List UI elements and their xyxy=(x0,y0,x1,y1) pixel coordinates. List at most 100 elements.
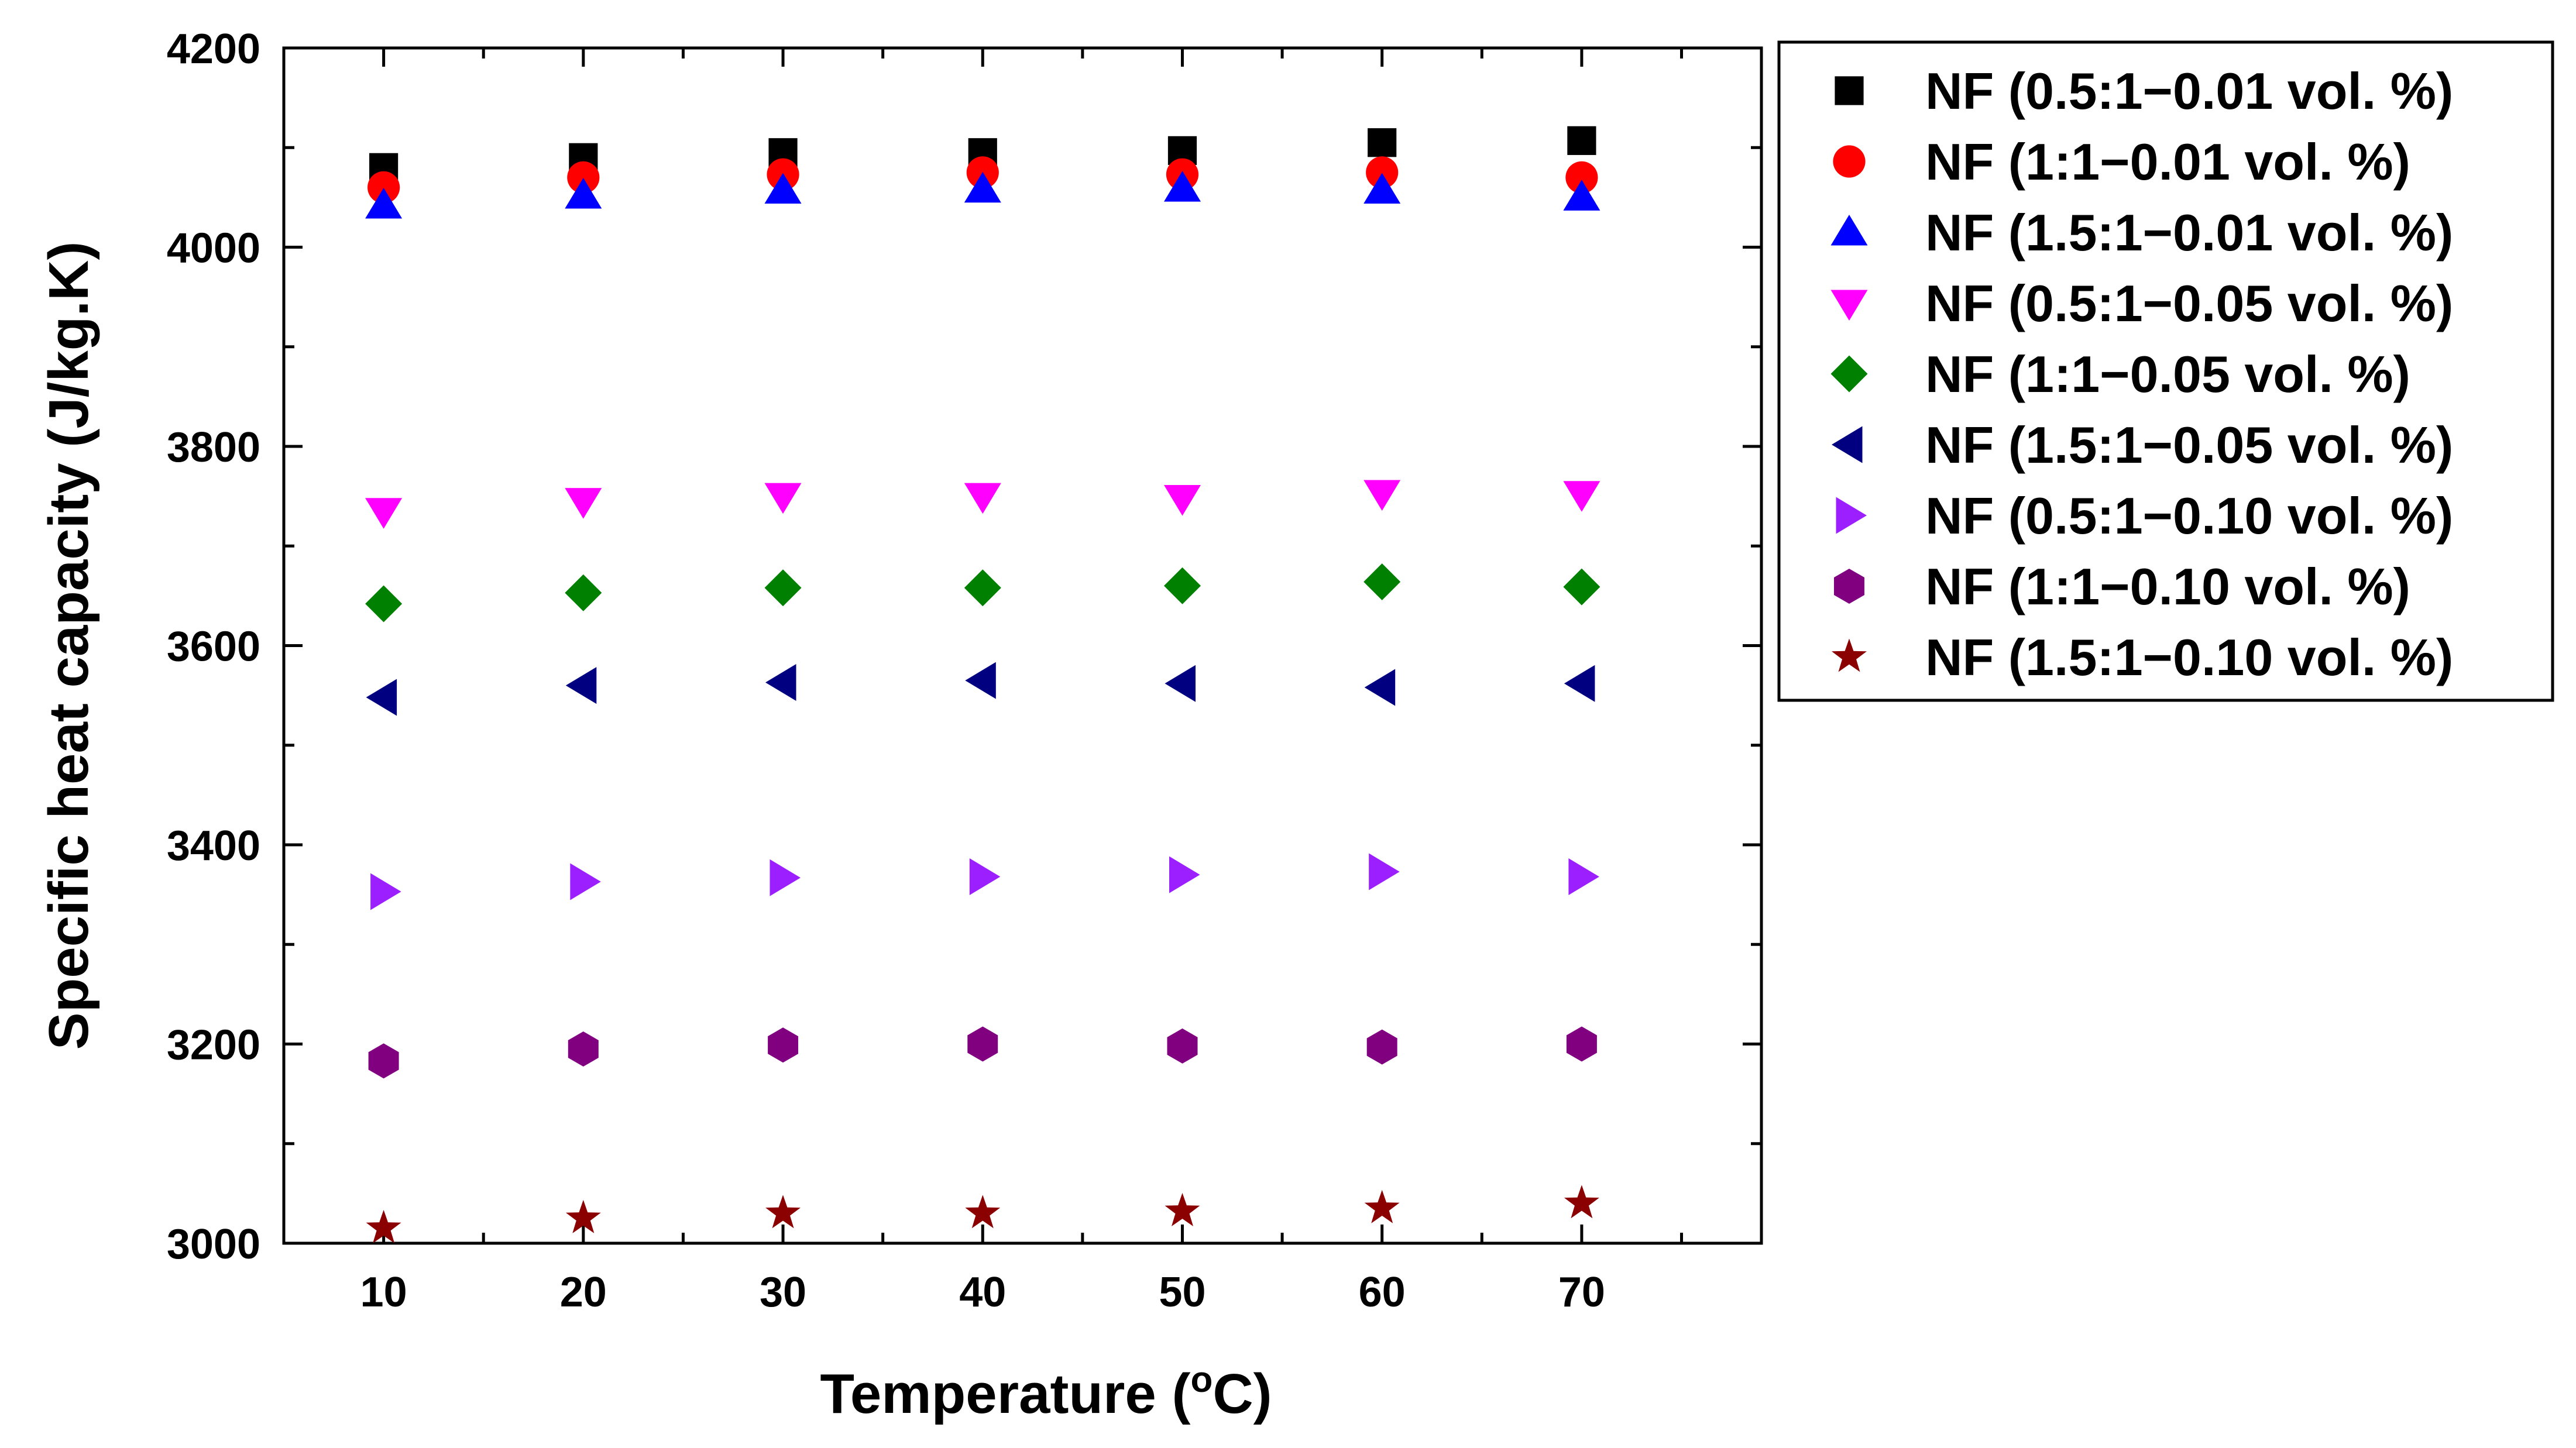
point-series-7-x10 xyxy=(370,873,401,910)
point-series-8-x70 xyxy=(1566,1026,1597,1062)
point-series-4-x70 xyxy=(1563,481,1600,512)
y-tick-label-3200: 3200 xyxy=(167,1022,260,1069)
x-tick-label-70: 70 xyxy=(1558,1269,1605,1316)
point-series-3-x10 xyxy=(365,188,403,219)
x-tick-label-10: 10 xyxy=(360,1269,407,1316)
x-tick-label-40: 40 xyxy=(959,1269,1006,1316)
x-axis-title-suffix: C) xyxy=(1213,1363,1272,1425)
point-series-9-x20 xyxy=(565,1199,601,1233)
legend-marker-1 xyxy=(1835,76,1864,105)
point-series-5-x10 xyxy=(365,585,403,622)
x-axis-title-prefix: Temperature ( xyxy=(820,1363,1190,1425)
point-series-9-x10 xyxy=(366,1210,401,1243)
point-series-5-x40 xyxy=(964,569,1001,607)
series-2 xyxy=(367,156,1598,204)
legend-label-6: NF (1.5:1−0.05 vol. %) xyxy=(1925,416,2453,474)
y-tick-label-3600: 3600 xyxy=(167,624,260,670)
legend-label-3: NF (1.5:1−0.01 vol. %) xyxy=(1925,204,2453,262)
legend-marker-2 xyxy=(1833,145,1866,178)
series-6 xyxy=(366,662,1595,716)
point-series-5-x30 xyxy=(764,569,802,607)
series-4 xyxy=(365,480,1600,529)
point-series-5-x50 xyxy=(1164,567,1201,604)
point-series-7-x70 xyxy=(1568,858,1599,895)
point-series-9-x30 xyxy=(765,1195,801,1229)
data-marks xyxy=(365,126,1600,1243)
y-tick-label-4200: 4200 xyxy=(167,26,260,73)
point-series-7-x30 xyxy=(770,859,801,896)
legend-marker-8 xyxy=(1834,569,1864,604)
x-tick-label-20: 20 xyxy=(560,1269,607,1316)
point-series-4-x60 xyxy=(1363,480,1401,511)
point-series-6-x20 xyxy=(565,667,597,704)
point-series-3-x20 xyxy=(565,178,602,209)
x-axis-title: Temperature (oC) xyxy=(820,1360,1272,1425)
legend-label-2: NF (1:1−0.01 vol. %) xyxy=(1925,133,2410,191)
point-series-6-x50 xyxy=(1165,665,1196,702)
point-series-7-x20 xyxy=(570,863,601,900)
point-series-1-x60 xyxy=(1368,128,1397,157)
point-series-8-x60 xyxy=(1366,1029,1397,1065)
point-series-9-x70 xyxy=(1564,1185,1599,1219)
legend-marker-9 xyxy=(1832,638,1867,672)
legend-label-9: NF (1.5:1−0.10 vol. %) xyxy=(1925,628,2453,686)
point-series-9-x60 xyxy=(1364,1189,1400,1223)
legend-marker-7 xyxy=(1836,497,1867,534)
legend-label-7: NF (0.5:1−0.10 vol. %) xyxy=(1925,487,2453,545)
y-tick-label-3000: 3000 xyxy=(167,1221,260,1268)
legend-marker-3 xyxy=(1830,215,1868,246)
series-7 xyxy=(370,853,1599,910)
legend-label-4: NF (0.5:1−0.05 vol. %) xyxy=(1925,274,2453,332)
y-tick-label-3800: 3800 xyxy=(167,424,260,471)
point-series-7-x60 xyxy=(1369,853,1400,890)
point-series-8-x50 xyxy=(1167,1028,1198,1064)
x-tick-label-60: 60 xyxy=(1359,1269,1406,1316)
legend-marker-4 xyxy=(1830,290,1868,321)
legend-label-1: NF (0.5:1−0.01 vol. %) xyxy=(1925,62,2453,120)
point-series-2-x20 xyxy=(567,161,600,194)
point-series-9-x40 xyxy=(965,1195,1001,1229)
legend-marker-5 xyxy=(1830,355,1868,393)
point-series-9-x50 xyxy=(1165,1193,1200,1226)
point-series-8-x20 xyxy=(568,1031,599,1067)
point-series-6-x10 xyxy=(366,679,397,716)
legend: NF (0.5:1−0.01 vol. %) NF (1:1−0.01 vol. … xyxy=(1777,40,2554,702)
y-tick-label-3400: 3400 xyxy=(167,823,260,869)
x-tick-label-50: 50 xyxy=(1159,1269,1205,1316)
axes: 10 20 30 40 50 60 70 3000 3200 3400 3600 3800 4000 42… xyxy=(167,26,1761,1316)
point-series-8-x40 xyxy=(967,1026,998,1062)
point-series-4-x50 xyxy=(1164,485,1201,516)
point-series-4-x20 xyxy=(565,488,602,519)
plot-area xyxy=(282,46,1763,1245)
point-series-7-x50 xyxy=(1169,856,1200,893)
point-series-3-x50 xyxy=(1164,171,1201,202)
legend-label-5: NF (1:1−0.05 vol. %) xyxy=(1925,345,2410,403)
series-9 xyxy=(366,1185,1599,1243)
point-series-5-x60 xyxy=(1363,563,1401,600)
point-series-6-x70 xyxy=(1564,665,1595,702)
point-series-7-x40 xyxy=(969,858,1001,895)
point-series-1-x70 xyxy=(1567,126,1596,155)
point-series-8-x10 xyxy=(368,1043,399,1079)
y-axis-title: Specific heat capacity (J/kg.K) xyxy=(37,242,100,1050)
point-series-3-x60 xyxy=(1363,173,1401,204)
point-series-3-x30 xyxy=(764,173,802,204)
point-series-5-x20 xyxy=(565,574,602,611)
point-series-3-x70 xyxy=(1563,180,1600,211)
plot-frame xyxy=(282,46,1763,1245)
point-series-8-x30 xyxy=(768,1027,798,1063)
point-series-2-x60 xyxy=(1366,156,1399,189)
point-series-2-x70 xyxy=(1565,161,1598,194)
point-series-6-x30 xyxy=(765,664,796,701)
series-5 xyxy=(365,563,1600,622)
point-series-4-x30 xyxy=(764,483,802,514)
legend-label-8: NF (1:1−0.10 vol. %) xyxy=(1925,558,2410,615)
point-series-6-x60 xyxy=(1364,669,1396,706)
series-8 xyxy=(368,1026,1597,1079)
point-series-4-x10 xyxy=(365,498,403,529)
point-series-6-x40 xyxy=(965,662,996,699)
point-series-2-x10 xyxy=(367,171,400,204)
legend-box xyxy=(1777,40,2554,702)
x-axis-title-superscript: o xyxy=(1190,1360,1213,1400)
